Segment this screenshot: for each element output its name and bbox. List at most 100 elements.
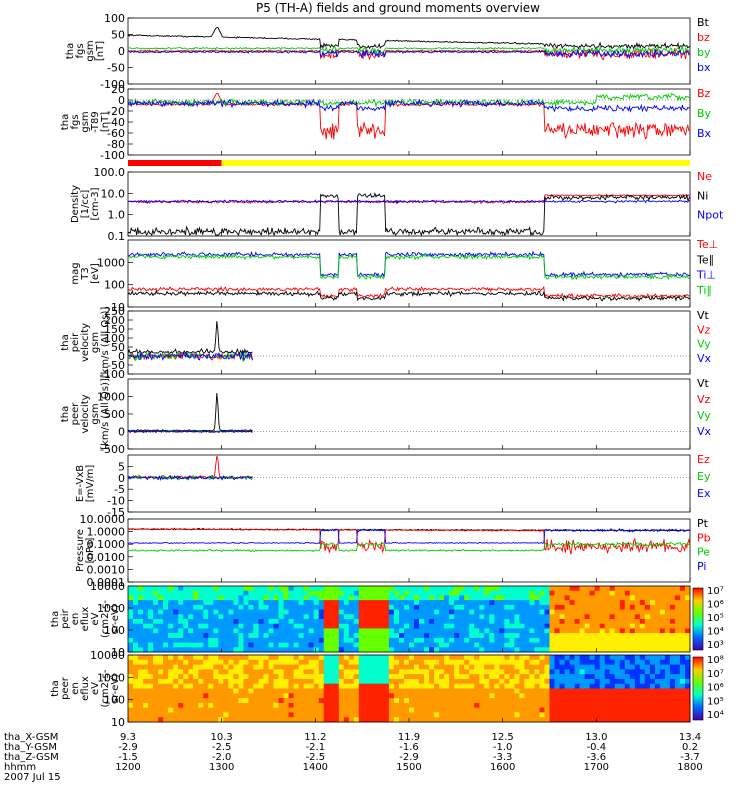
spectrogram-cell	[293, 698, 300, 704]
spectrogram-cell	[338, 664, 345, 670]
spectrogram-cell	[549, 623, 555, 629]
spectrogram-cell	[404, 595, 410, 601]
spectrogram-cell	[644, 655, 651, 661]
spectrogram-cell	[579, 614, 586, 620]
spectrogram-cell	[268, 637, 274, 644]
spectrogram-cell	[358, 669, 365, 675]
spectrogram-cell	[444, 633, 450, 639]
spectrogram-cell	[439, 614, 445, 620]
spectrogram-cell	[409, 637, 415, 644]
spectrogram-cell	[614, 674, 621, 680]
spectrogram-cell	[223, 674, 229, 680]
spectrogram-cell	[449, 707, 455, 713]
y-tick-label: 10.0	[101, 187, 126, 200]
spectrogram-cell	[474, 674, 480, 680]
spectrogram-cell	[439, 590, 445, 596]
spectrogram-cell	[514, 664, 520, 670]
spectrogram-cell	[579, 693, 586, 699]
spectrogram-cell	[158, 628, 164, 634]
spectrogram-cell	[163, 712, 169, 718]
spectrogram-cell	[173, 693, 179, 699]
spectrogram-cell	[388, 655, 395, 661]
spectrogram-cell	[434, 628, 440, 634]
spectrogram-cell	[338, 717, 345, 723]
spectrogram-cell	[348, 604, 355, 611]
spectrogram-cell	[544, 619, 550, 625]
series-by	[127, 44, 690, 56]
legend-temperature: Ti∥	[696, 284, 712, 297]
spectrogram-cell	[298, 586, 305, 592]
spectrogram-cell	[333, 604, 340, 611]
spectrogram-cell	[338, 693, 345, 699]
spectrogram-cell	[685, 647, 691, 653]
spectrogram-cell	[459, 655, 465, 661]
spectrogram-cell	[203, 619, 209, 625]
spectrogram-cell	[519, 633, 525, 639]
spectrogram-cell	[549, 659, 555, 666]
spectrogram-cell	[554, 633, 560, 639]
spectrogram-cell	[419, 659, 425, 666]
spectrogram-cell	[604, 693, 611, 699]
legend-fgs-dsl: bz	[697, 31, 710, 44]
spectrogram-cell	[128, 712, 134, 718]
spectrogram-cell	[399, 688, 405, 694]
spectrogram-cell	[499, 688, 505, 694]
spectrogram-cell	[138, 678, 144, 685]
spectrogram-cell	[529, 586, 535, 592]
spectrogram-cell	[649, 702, 656, 709]
panel-ylabel: thafgsgsm[nT]	[65, 40, 106, 61]
spectrogram-cell	[524, 688, 530, 694]
spectrogram-cell	[193, 674, 199, 680]
spectrogram-cell	[649, 683, 656, 689]
y-tick-label: 200	[104, 314, 125, 327]
legend-pressure: Pi	[697, 560, 706, 573]
spectrogram-cell	[343, 604, 350, 611]
spectrogram-cell	[434, 619, 440, 625]
spectrogram-cell	[479, 678, 485, 685]
spectrogram-cell	[685, 586, 691, 592]
spectrogram-cell	[584, 664, 591, 670]
spectrogram-cell	[173, 655, 179, 661]
spectrogram-cell	[459, 642, 465, 648]
spectrogram-cell	[639, 712, 646, 718]
spectrogram-cell	[308, 647, 315, 653]
spectrogram-cell	[168, 717, 174, 723]
spectrogram-cell	[524, 702, 530, 709]
spectrogram-cell	[484, 693, 490, 699]
spectrogram-cell	[243, 600, 249, 606]
spectrogram-cell	[188, 604, 194, 611]
spectrogram-cell	[680, 674, 686, 680]
spectrogram-cell	[629, 619, 636, 625]
spectrogram-cell	[549, 669, 555, 675]
spectrogram-cell	[444, 623, 450, 629]
x-tick-value: 1500	[396, 762, 421, 773]
spectrogram-cell	[514, 717, 520, 723]
spectrogram-cell	[399, 628, 405, 634]
spectrogram-cell	[534, 655, 540, 661]
spectrogram-cell	[193, 655, 199, 661]
spectrogram-cell	[248, 609, 254, 615]
spectrogram-cell	[544, 688, 550, 694]
spectrogram-cell	[639, 595, 646, 601]
spectrogram-cell	[168, 637, 174, 644]
spectrogram-cell	[373, 586, 380, 592]
spectrogram-cell	[203, 633, 209, 639]
spectrogram-cell	[313, 712, 320, 718]
spectrogram-cell	[278, 678, 284, 685]
spectrogram-cell	[639, 586, 646, 592]
spectrogram-cell	[549, 614, 555, 620]
spectrogram-cell	[644, 637, 651, 644]
spectrogram-cell	[524, 609, 530, 615]
spectrogram-cell	[303, 595, 310, 601]
spectrogram-cell	[434, 590, 440, 596]
spectrogram-cell	[589, 664, 596, 670]
spectrogram-cell	[414, 688, 420, 694]
spectrogram-cell	[429, 595, 435, 601]
spectrogram-cell	[409, 669, 415, 675]
spectrogram-cell	[153, 647, 159, 653]
spectrogram-cell	[268, 693, 274, 699]
spectrogram-cell	[549, 683, 555, 689]
y-tick-label: 100.0	[94, 166, 126, 179]
spectrogram-cell	[243, 702, 249, 709]
spectrogram-cell	[138, 614, 144, 620]
